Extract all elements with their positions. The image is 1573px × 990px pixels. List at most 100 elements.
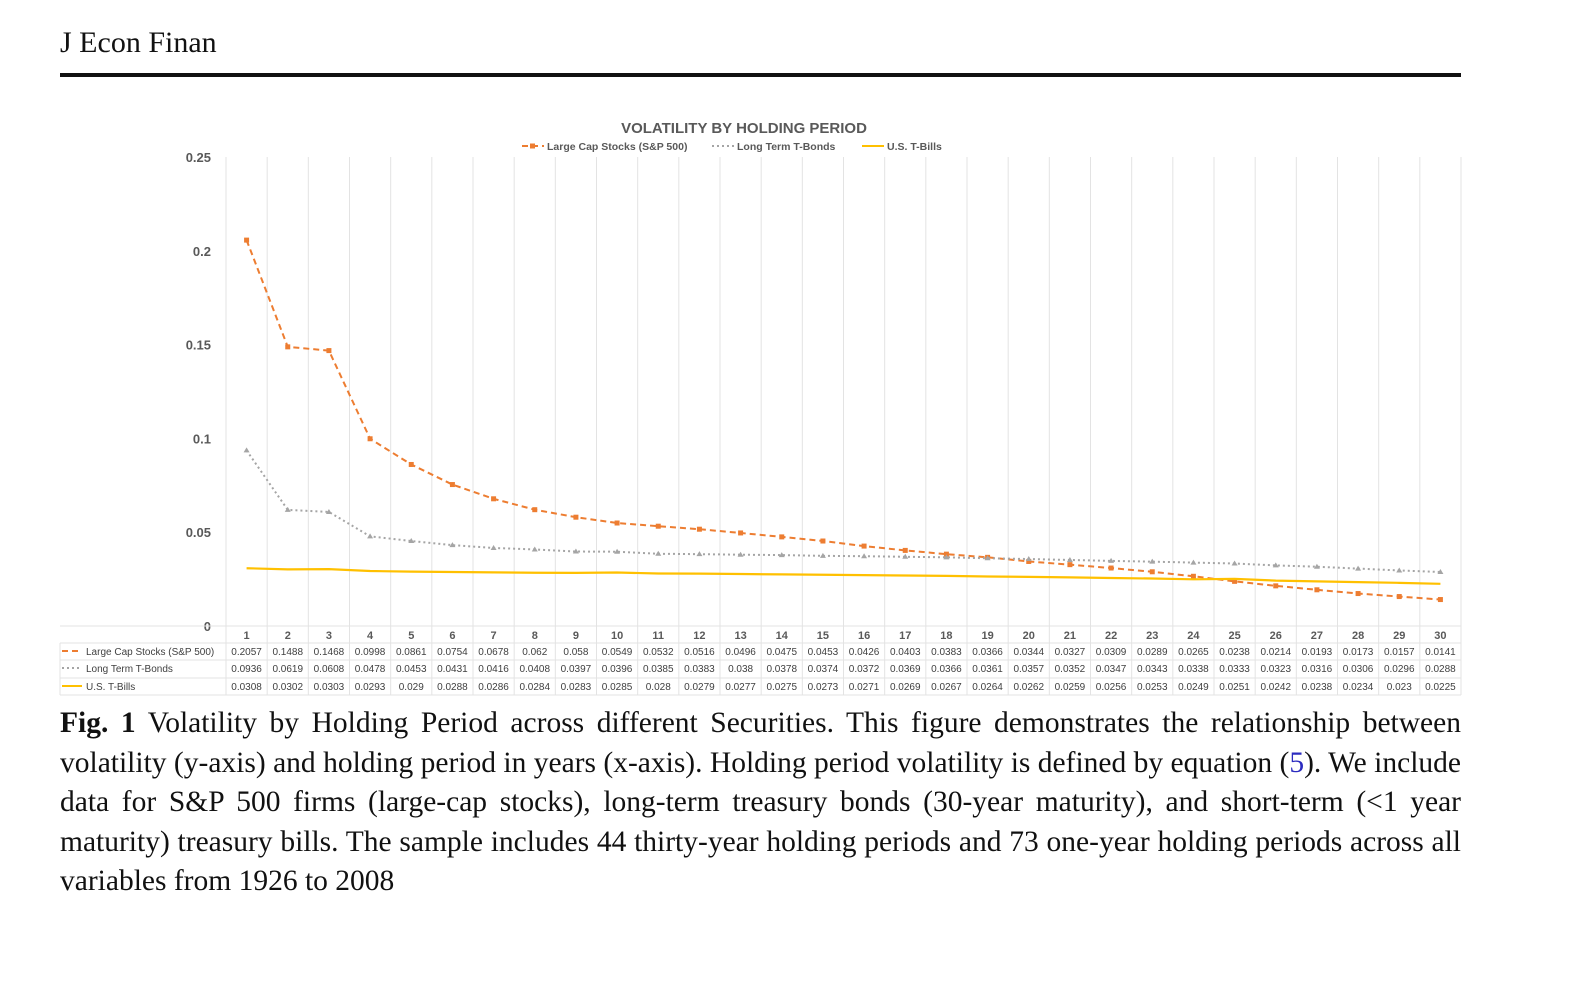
- x-tick-label: 14: [776, 630, 789, 642]
- table-cell: 0.0333: [1219, 664, 1250, 675]
- series-line: [245, 449, 1441, 573]
- data-point: [819, 552, 826, 558]
- legend-label: U.S. T-Bills: [887, 141, 942, 153]
- table-cell: 0.0416: [478, 664, 509, 675]
- data-point: [1149, 558, 1156, 564]
- table-cell: 0.0327: [1055, 647, 1086, 658]
- table-cell: 0.0267: [931, 682, 962, 693]
- data-point: [243, 447, 250, 453]
- table-cell: 0.0277: [725, 682, 756, 693]
- y-tick-label: 0.15: [186, 338, 211, 353]
- data-point: [408, 461, 414, 467]
- data-point: [1231, 560, 1238, 566]
- table-cell: 0.0383: [931, 647, 962, 658]
- table-cell: 0.029: [399, 682, 424, 693]
- y-tick-label: 0.25: [186, 150, 211, 165]
- table-cell: 0.0361: [972, 664, 1003, 675]
- table-cell: 0.0249: [1178, 682, 1209, 693]
- table-cell: 0.0316: [1302, 664, 1333, 675]
- x-tick-label: 15: [817, 630, 829, 642]
- table-cell: 0.0323: [1260, 664, 1291, 675]
- data-point: [1108, 557, 1115, 563]
- y-axis: 00.050.10.150.20.25: [186, 150, 211, 634]
- data-point: [449, 542, 456, 548]
- x-tick-label: 8: [532, 630, 538, 642]
- data-point: [984, 555, 991, 561]
- data-point: [1190, 559, 1197, 565]
- table-cell: 0.0861: [396, 647, 427, 658]
- table-cell: 0.0253: [1137, 682, 1168, 693]
- data-point: [779, 534, 785, 540]
- table-row-label: Long Term T-Bonds: [86, 664, 173, 675]
- data-point: [367, 436, 373, 442]
- caption-text-2: ). We include data for S&P 500 firms (la…: [60, 746, 1461, 898]
- header-rule: [60, 73, 1461, 77]
- data-point: [531, 546, 538, 552]
- data-point: [244, 237, 250, 243]
- table-cell: 0.0242: [1260, 682, 1291, 693]
- x-tick-label: 10: [611, 630, 623, 642]
- x-tick-label: 5: [408, 630, 414, 642]
- caption-label: Fig. 1: [60, 707, 136, 739]
- table-cell: 0.0998: [355, 647, 386, 658]
- table-cell: 0.0264: [972, 682, 1003, 693]
- data-point: [1149, 569, 1155, 575]
- table-cell: 0.2057: [231, 647, 262, 658]
- x-tick-label: 12: [693, 630, 705, 642]
- table-cell: 0.0385: [643, 664, 674, 675]
- series-line: [246, 567, 1441, 585]
- x-tick-label: 23: [1146, 630, 1158, 642]
- data-point: [778, 552, 785, 558]
- table-cell: 0.0238: [1302, 682, 1333, 693]
- x-tick-label: 21: [1064, 630, 1076, 642]
- table-cell: 0.062: [522, 647, 547, 658]
- table-cell: 0.0366: [931, 664, 962, 675]
- table-cell: 0.0293: [355, 682, 386, 693]
- data-point: [614, 520, 620, 526]
- table-cell: 0.0496: [725, 647, 756, 658]
- table-cell: 0.0275: [766, 682, 797, 693]
- legend-label: Large Cap Stocks (S&P 500): [547, 141, 687, 153]
- table-cell: 0.0273: [808, 682, 839, 693]
- data-point: [1437, 568, 1444, 574]
- equation-reference-link[interactable]: 5: [1289, 746, 1305, 779]
- data-point: [943, 551, 949, 557]
- table-cell: 0.0296: [1384, 664, 1415, 675]
- x-tick-label: 29: [1393, 630, 1405, 642]
- x-tick-label: 22: [1105, 630, 1117, 642]
- data-point: [902, 553, 909, 559]
- chart-legend: Large Cap Stocks (S&P 500) Long Term T-Bo…: [522, 141, 942, 153]
- data-point: [861, 543, 867, 549]
- table-cell: 0.1488: [272, 647, 303, 658]
- x-tick-label: 18: [940, 630, 952, 642]
- x-tick-label: 1: [244, 630, 250, 642]
- series-line: [245, 239, 1441, 601]
- x-tick-label: 9: [573, 630, 579, 642]
- table-cell: 0.0403: [890, 647, 921, 658]
- x-tick-label: 27: [1311, 630, 1323, 642]
- table-cell: 0.0397: [561, 664, 592, 675]
- data-point: [1273, 583, 1279, 589]
- legend-label: Long Term T-Bonds: [737, 141, 836, 153]
- table-row-label: U.S. T-Bills: [86, 682, 135, 693]
- data-point: [902, 547, 908, 553]
- x-tick-label: 16: [858, 630, 870, 642]
- x-tick-label: 25: [1228, 630, 1240, 642]
- x-tick-label: 13: [734, 630, 746, 642]
- table-cell: 0.0306: [1343, 664, 1374, 675]
- table-cell: 0.0289: [1137, 647, 1168, 658]
- table-cell: 0.0283: [561, 682, 592, 693]
- table-cell: 0.0288: [437, 682, 468, 693]
- table-cell: 0.0936: [231, 664, 262, 675]
- data-point: [1190, 573, 1196, 579]
- table-cell: 0.0369: [890, 664, 921, 675]
- x-tick-label: 24: [1187, 630, 1200, 642]
- data-point: [1272, 562, 1279, 568]
- data-point: [490, 544, 497, 550]
- table-cell: 0.0141: [1425, 647, 1456, 658]
- data-point: [408, 538, 415, 544]
- data-point: [1066, 556, 1073, 562]
- caption-text-1: Volatility by Holding Period across diff…: [60, 707, 1461, 779]
- table-cell: 0.0475: [766, 647, 797, 658]
- data-point: [325, 508, 332, 514]
